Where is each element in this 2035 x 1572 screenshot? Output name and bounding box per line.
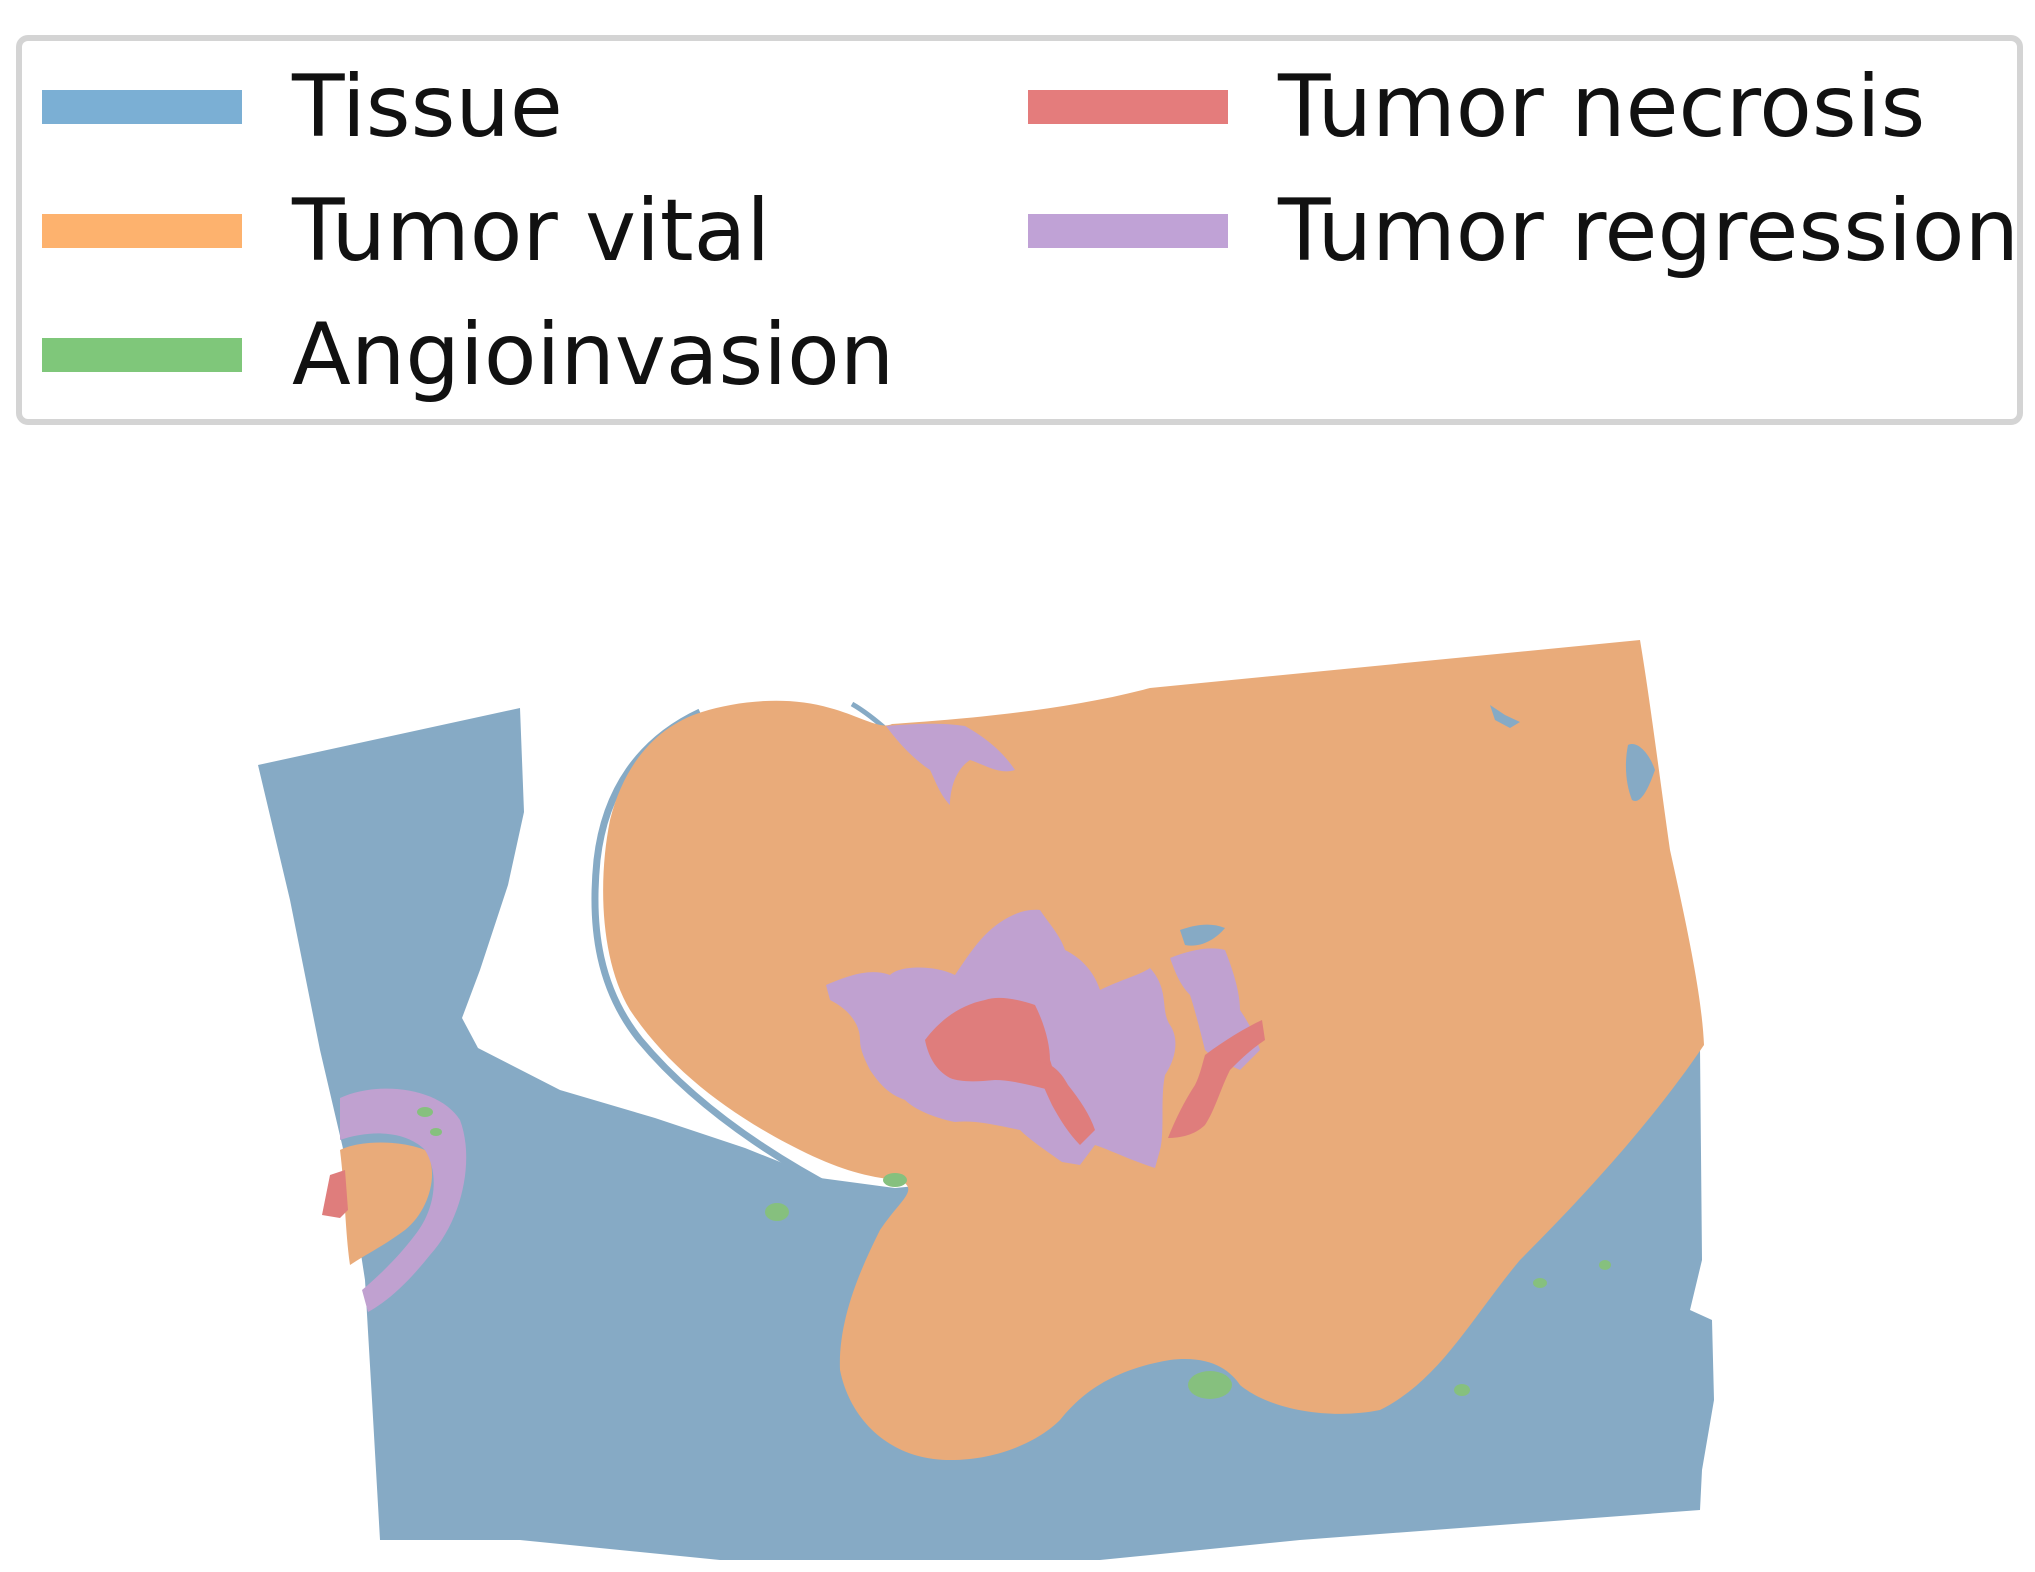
angioinvasion-focus-3: [883, 1173, 907, 1187]
tissue-island-1: [1180, 924, 1225, 946]
angioinvasion-focus-1: [1188, 1371, 1232, 1399]
tumor-necrosis-right: [1168, 1020, 1265, 1138]
tissue-island-3: [1490, 705, 1520, 728]
legend-label-tissue: Tissue: [292, 57, 563, 157]
angioinvasion-focus-7: [417, 1107, 433, 1117]
legend-label-angioinvasion: Angioinvasion: [292, 305, 895, 405]
legend-label-tumor-vital: Tumor vital: [292, 181, 771, 281]
angioinvasion-focus-2: [765, 1203, 789, 1221]
angioinvasion-focus-5: [1533, 1278, 1547, 1288]
legend-label-tumor-regression: Tumor regression: [1278, 181, 2020, 281]
angioinvasion-swatch: [42, 338, 242, 372]
tumor-necrosis-branch: [1035, 1060, 1095, 1145]
angioinvasion-focus-4: [1454, 1384, 1470, 1396]
tumor-necrosis-swatch: [1028, 90, 1228, 124]
tumor-regression-swatch: [1028, 214, 1228, 248]
tissue-island-2: [1625, 744, 1655, 801]
tumor-regression-top: [886, 723, 1015, 805]
legend: Tissue Tumor vital Angioinvasion Tumor n…: [16, 35, 2023, 425]
tumor-vital-swatch: [42, 214, 242, 248]
tumor-vital-left-nodule: [340, 1142, 433, 1265]
angioinvasion-focus-8: [430, 1128, 442, 1136]
tumor-regression-left-ring: [340, 1088, 467, 1312]
angioinvasion-focus-6: [1599, 1260, 1611, 1270]
legend-label-tumor-necrosis: Tumor necrosis: [1278, 57, 1926, 157]
tissue-swatch: [42, 90, 242, 124]
tumor-necrosis-left: [322, 1170, 348, 1218]
tissue-rim: [591, 708, 842, 1196]
tumor-necrosis-center: [925, 997, 1055, 1090]
